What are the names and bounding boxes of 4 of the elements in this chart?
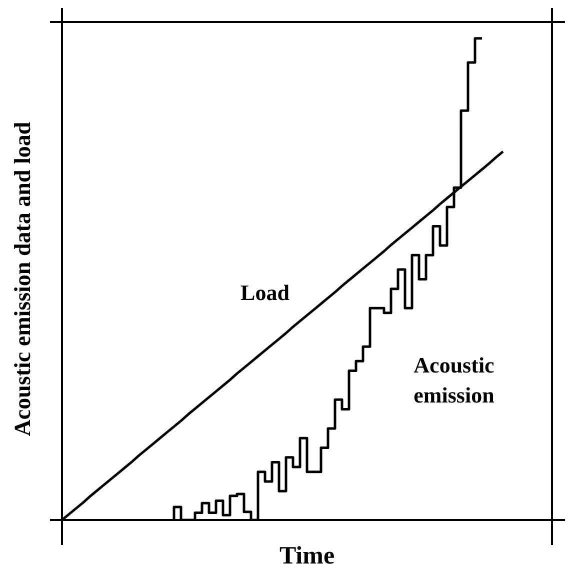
text: Acoustic emission [414, 352, 495, 408]
series-label: Load [240, 280, 290, 306]
y-axis-title: Acoustic emission data and load [10, 122, 35, 436]
x-axis-title: Time [279, 542, 335, 570]
